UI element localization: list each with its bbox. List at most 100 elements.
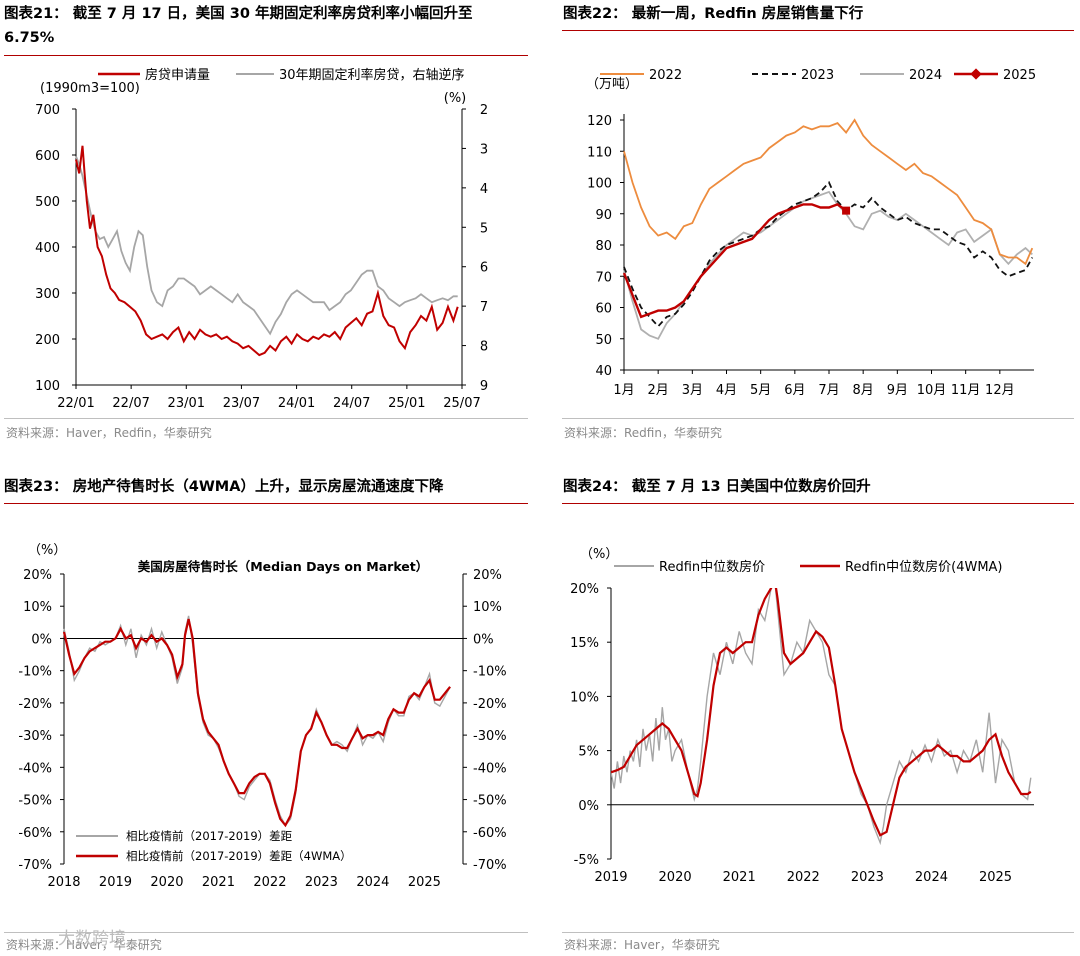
y-tick-label: 90	[595, 208, 612, 223]
legend-label-gap-4wma: 相比疫情前（2017-2019）差距（4WMA）	[126, 849, 352, 863]
x-tick-label: 2022	[787, 870, 820, 885]
x-tick-label: 12月	[985, 383, 1015, 398]
y-tick-label: 120	[587, 114, 612, 129]
x-tick-label: 9月	[887, 383, 908, 398]
y-left-tick-label: 200	[35, 333, 60, 348]
chart-title-23: 图表23： 房地产待售时长（4WMA）上升，显示房屋流通速度下降	[4, 479, 444, 495]
inner-chart-title: 美国房屋待售时长（Median Days on Market）	[138, 559, 429, 574]
x-tick-label: 11月	[951, 383, 981, 398]
chart-title-21-line1: 图表21： 截至 7 月 17 日，美国 30 年期固定利率房贷利率小幅回升至	[4, 6, 473, 22]
y-tick-label: 5%	[578, 745, 599, 760]
y-axis-label: （%）	[28, 543, 66, 558]
chart-23: 20% 20% 10% 10% 0% 0% -10% -10% -20% -20% -30% -30%…	[18, 543, 507, 890]
x-tick-label: 25/01	[388, 396, 425, 411]
x-tick-label: 2018	[47, 875, 80, 890]
x-tick-label: 2月	[648, 383, 669, 398]
y-right-tick-label: -40%	[473, 761, 507, 776]
y-right-tick-label: 3	[480, 142, 488, 157]
x-tick-label: 2022	[253, 875, 286, 890]
y-right-tick-label: -30%	[473, 729, 507, 744]
y-left-tick-label: -70%	[18, 858, 52, 873]
series-line-gap	[63, 615, 451, 827]
y-tick-label: 80	[595, 239, 612, 254]
y-left-tick-label: -10%	[18, 665, 52, 680]
y-tick-label: 100	[587, 177, 612, 192]
x-tick-label: 25/07	[443, 396, 480, 411]
x-tick-label: 23/07	[223, 396, 260, 411]
y-left-tick-label: 500	[35, 195, 60, 210]
title-rule-24	[562, 503, 1074, 504]
y-right-tick-label: -20%	[473, 697, 507, 712]
y-left-tick-label: -20%	[18, 697, 52, 712]
title-rule-23	[4, 503, 528, 504]
y-left-tick-label: 20%	[23, 568, 52, 583]
x-tick-label: 6月	[784, 383, 805, 398]
y-right-tick-label: 4	[480, 182, 488, 197]
legend-label-price-4wma: Redfin中位数房价(4WMA)	[845, 559, 1003, 575]
chart-title-21-line2: 6.75%	[4, 30, 55, 46]
y-tick-label: 0%	[578, 799, 599, 814]
source-24: 资料来源：Haver，华泰研究	[564, 938, 720, 952]
y-tick-label: 20%	[570, 582, 599, 597]
y-right-tick-label: 6	[480, 261, 488, 276]
legend-label-2023: 2023	[801, 68, 834, 83]
x-tick-label: 2023	[851, 870, 884, 885]
x-tick-label: 5月	[750, 383, 771, 398]
y-left-tick-label: -60%	[18, 826, 52, 841]
y-right-tick-label: 0%	[473, 632, 494, 647]
x-tick-label: 2019	[594, 870, 627, 885]
y-left-tick-label: 10%	[23, 600, 52, 615]
chart-title-24: 图表24： 截至 7 月 13 日美国中位数房价回升	[563, 479, 871, 495]
x-tick-label: 10月	[917, 383, 947, 398]
source-rule-21	[4, 418, 528, 419]
series-line-2025	[622, 203, 847, 319]
legend-label-2024: 2024	[909, 68, 942, 83]
x-tick-label: 7月	[818, 383, 839, 398]
x-tick-label: 2020	[150, 875, 183, 890]
y-left-tick-label: -50%	[18, 794, 52, 809]
x-tick-label: 2021	[723, 870, 756, 885]
y-axis-label: （万吨）	[586, 77, 638, 92]
y-right-tick-label: -70%	[473, 858, 507, 873]
source-rule-22	[562, 418, 1074, 419]
end-marker-2025	[842, 206, 851, 215]
legend-label-rate: 30年期固定利率房贷，右轴逆序	[279, 67, 465, 83]
y-tick-label: 15%	[570, 636, 599, 651]
source-21: 资料来源：Haver，Redfin，华泰研究	[6, 426, 212, 440]
y-right-tick-label: -10%	[473, 665, 507, 680]
series-line-mortgage-rate	[75, 155, 458, 336]
legend-label-gap: 相比疫情前（2017-2019）差距	[126, 829, 293, 843]
y-right-tick-label: 20%	[473, 568, 502, 583]
x-tick-label: 22/07	[112, 396, 149, 411]
series-line-2023	[623, 180, 1034, 328]
x-tick-label: 2023	[305, 875, 338, 890]
x-tick-label: 2021	[202, 875, 235, 890]
legend-label-applications: 房贷申请量	[145, 67, 210, 83]
x-tick-label: 23/01	[168, 396, 205, 411]
source-23: 资料来源：Haver，华泰研究	[6, 938, 162, 952]
y-axis-label: （%）	[580, 547, 618, 562]
x-tick-label: 2019	[99, 875, 132, 890]
y-tick-label: 70	[595, 270, 612, 285]
chart-title-22: 图表22： 最新一周，Redfin 房屋销售量下行	[563, 6, 864, 22]
x-tick-label: 2024	[356, 875, 389, 890]
y-tick-label: 40	[595, 364, 612, 379]
y-tick-label: 50	[595, 333, 612, 348]
y-left-tick-label: 0%	[31, 632, 52, 647]
y-right-tick-label: 5	[480, 221, 488, 236]
x-tick-label: 2025	[979, 870, 1012, 885]
y-left-tick-label: -40%	[18, 761, 52, 776]
x-tick-label: 8月	[853, 383, 874, 398]
y-tick-label: -5%	[574, 853, 599, 868]
y-left-tick-label: -30%	[18, 729, 52, 744]
chart-title-21: 图表21： 截至 7 月 17 日，美国 30 年期固定利率房贷利率小幅回升至 …	[4, 2, 534, 50]
y-tick-label: 110	[587, 145, 612, 160]
y-left-tick-label: 400	[35, 241, 60, 256]
x-tick-label: 2024	[915, 870, 948, 885]
y-right-tick-label: 2	[480, 103, 488, 118]
x-tick-label: 24/01	[278, 396, 315, 411]
y-left-axis-label: (1990m3=100)	[40, 81, 140, 96]
legend-label-2022: 2022	[649, 68, 682, 83]
x-tick-label: 1月	[613, 383, 634, 398]
